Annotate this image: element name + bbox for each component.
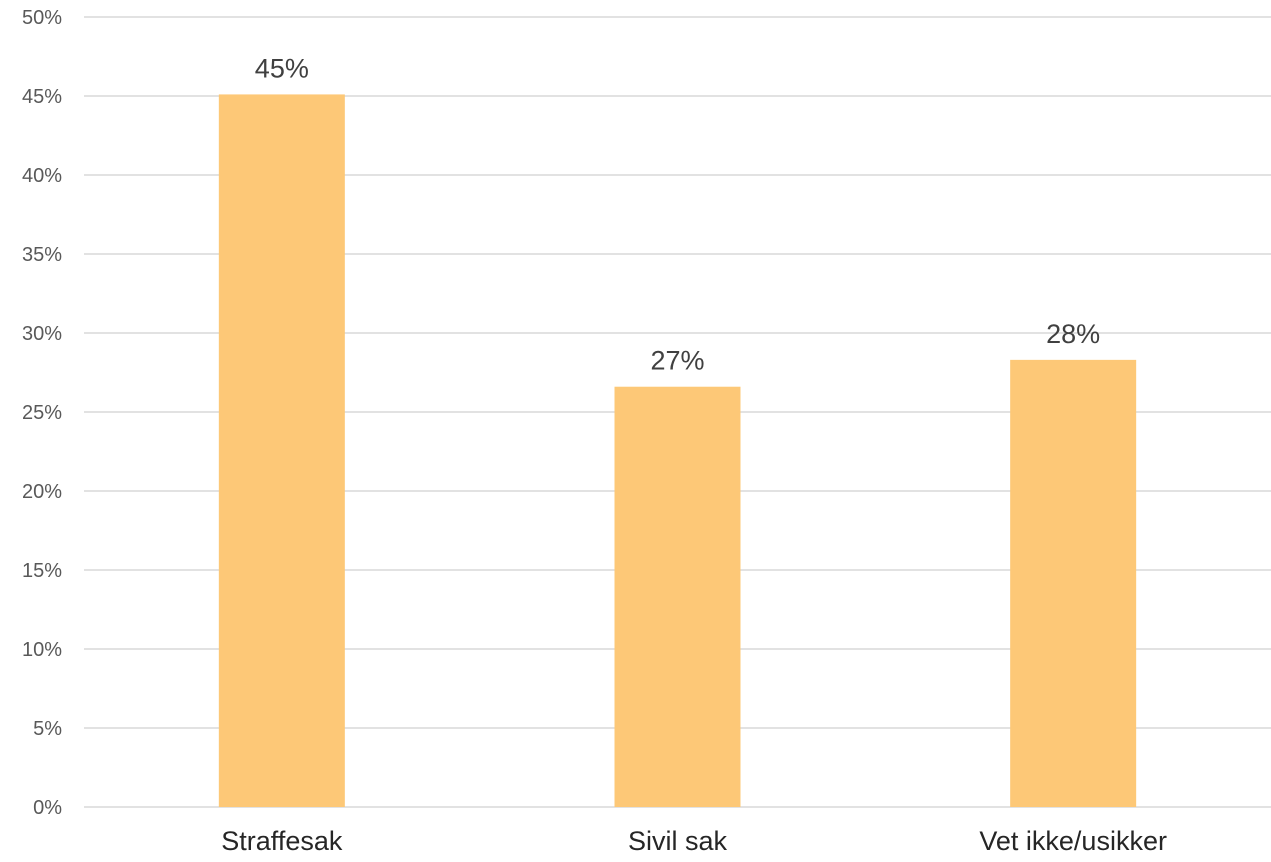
x-category-label: Sivil sak: [628, 826, 728, 856]
data-labels: 45% 27% 28%: [255, 53, 1100, 375]
y-tick-label: 5%: [33, 718, 62, 740]
y-axis-ticks: 0% 5% 10% 15% 20% 25% 30% 35% 40% 45% 50%: [22, 7, 62, 819]
y-tick-label: 50%: [22, 7, 62, 29]
y-tick-label: 30%: [22, 323, 62, 345]
bar-straffesak: [218, 94, 345, 808]
x-category-label: Straffesak: [221, 826, 343, 856]
y-tick-label: 0%: [33, 797, 62, 819]
data-label: 27%: [650, 346, 704, 376]
y-tick-label: 25%: [22, 402, 62, 424]
bar-sivil-sak: [614, 386, 741, 807]
data-label: 45%: [255, 53, 309, 83]
y-tick-label: 10%: [22, 639, 62, 661]
y-tick-label: 20%: [22, 481, 62, 503]
x-category-label: Vet ikke/usikker: [979, 826, 1167, 856]
bar-vet-ikke-usikker: [1010, 359, 1137, 807]
y-tick-label: 15%: [22, 560, 62, 582]
y-tick-label: 40%: [22, 165, 62, 187]
data-label: 28%: [1046, 319, 1100, 349]
x-axis-categories: Straffesak Sivil sak Vet ikke/usikker: [221, 826, 1167, 856]
y-tick-label: 35%: [22, 244, 62, 266]
bars: [218, 94, 1137, 808]
y-tick-label: 45%: [22, 86, 62, 108]
